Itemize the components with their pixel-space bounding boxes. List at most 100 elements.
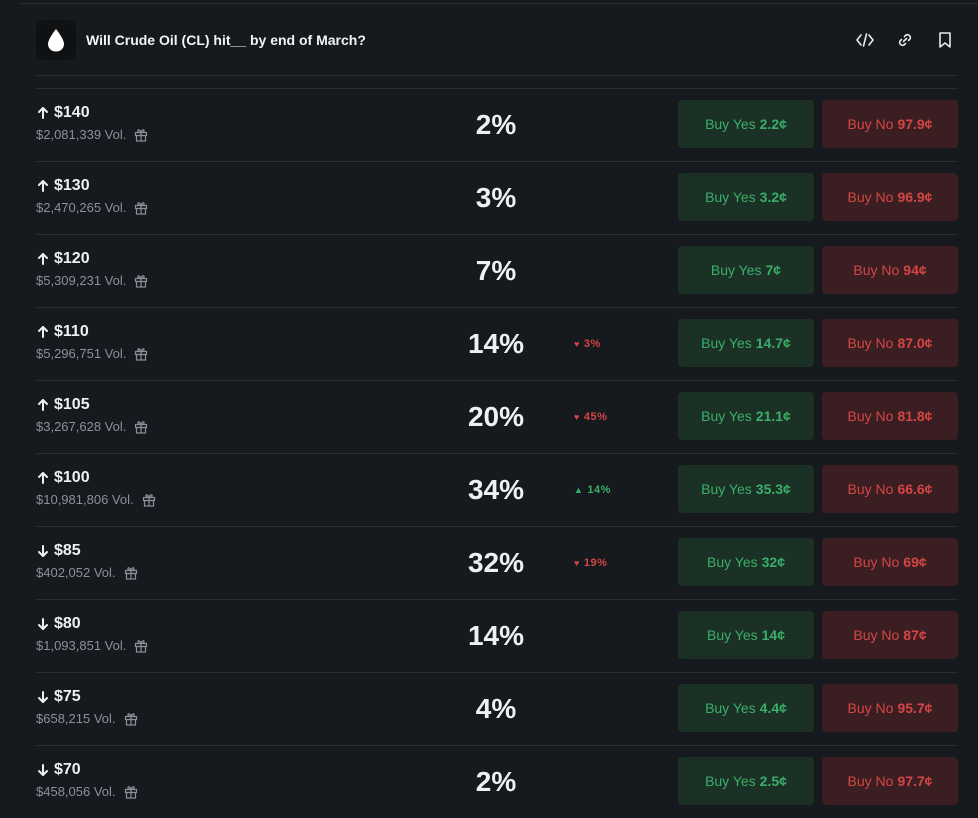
buy-no-button[interactable]: Buy No 94¢ <box>822 246 958 294</box>
outcome-row[interactable]: $130 $2,470,265 Vol. 3% Buy Yes 3.2¢ Buy … <box>36 161 958 234</box>
strike-price: $85 <box>54 542 81 559</box>
buy-no-button[interactable]: Buy No 97.9¢ <box>822 100 958 148</box>
volume-text: $658,215 Vol. <box>36 711 116 726</box>
arrow-up-icon <box>36 398 50 412</box>
buy-yes-price: 14¢ <box>761 627 785 643</box>
embed-code-icon[interactable] <box>856 31 874 49</box>
buy-no-price: 87.0¢ <box>897 335 933 351</box>
gift-icon[interactable] <box>134 201 148 215</box>
buy-no-label: Buy No <box>853 627 900 643</box>
volume-text: $3,267,628 Vol. <box>36 419 127 434</box>
heart-down-icon: ♥ <box>574 339 580 349</box>
gift-icon[interactable] <box>134 128 148 142</box>
buy-no-label: Buy No <box>847 335 894 351</box>
gift-icon[interactable] <box>124 566 138 580</box>
link-icon[interactable] <box>896 31 914 49</box>
gift-icon[interactable] <box>134 347 148 361</box>
outcome-row[interactable]: $70 $458,056 Vol. 2% Buy Yes 2.5¢ Buy No 9… <box>36 745 958 818</box>
volume-text: $2,081,339 Vol. <box>36 127 127 142</box>
gift-icon[interactable] <box>142 493 156 507</box>
buy-yes-label: Buy Yes <box>701 335 752 351</box>
buy-yes-button[interactable]: Buy Yes 35.3¢ <box>678 465 814 513</box>
buy-no-button[interactable]: Buy No 95.7¢ <box>822 684 958 732</box>
buy-no-button[interactable]: Buy No 87¢ <box>822 611 958 659</box>
gift-icon[interactable] <box>134 420 148 434</box>
probability-percent: 2% <box>475 766 517 797</box>
probability: 7% <box>436 253 556 289</box>
buy-yes-price: 35.3¢ <box>755 481 791 497</box>
buy-yes-label: Buy Yes <box>701 481 752 497</box>
change-value: 19% <box>583 557 608 569</box>
outcome-row[interactable]: $75 $658,215 Vol. 4% Buy Yes 4.4¢ Buy No 9… <box>36 672 958 745</box>
probability-percent: 32% <box>467 547 525 578</box>
buy-yes-button[interactable]: Buy Yes 21.1¢ <box>678 392 814 440</box>
strike-label: $130 <box>36 176 148 196</box>
buy-yes-button[interactable]: Buy Yes 2.2¢ <box>678 100 814 148</box>
volume-line: $1,093,851 Vol. <box>36 638 148 653</box>
gift-icon[interactable] <box>124 785 138 799</box>
strike-label: $120 <box>36 249 148 269</box>
buy-yes-price: 2.2¢ <box>759 116 787 132</box>
buy-no-button[interactable]: Buy No 97.7¢ <box>822 757 958 805</box>
volume-line: $3,267,628 Vol. <box>36 419 148 434</box>
strike-label: $85 <box>36 541 138 561</box>
outcome-row[interactable]: $120 $5,309,231 Vol. 7% Buy Yes 7¢ Buy No… <box>36 234 958 307</box>
buy-no-label: Buy No <box>853 554 900 570</box>
buy-no-button[interactable]: Buy No 66.6¢ <box>822 465 958 513</box>
buy-no-label: Buy No <box>847 116 894 132</box>
buy-yes-price: 21.1¢ <box>755 408 791 424</box>
buy-no-label: Buy No <box>847 773 894 789</box>
probability: 34% ▲ 14% <box>436 472 610 508</box>
buy-yes-button[interactable]: Buy Yes 14¢ <box>678 611 814 659</box>
buy-yes-label: Buy Yes <box>705 700 756 716</box>
buy-yes-button[interactable]: Buy Yes 2.5¢ <box>678 757 814 805</box>
buy-yes-price: 3.2¢ <box>759 189 787 205</box>
outcome-row[interactable]: $110 $5,296,751 Vol. 14% ♥ 3% Buy Yes 14.7… <box>36 307 958 380</box>
buy-yes-label: Buy Yes <box>705 773 756 789</box>
volume-line: $5,296,751 Vol. <box>36 346 148 361</box>
arrow-down-icon <box>36 763 50 777</box>
volume-text: $458,056 Vol. <box>36 784 116 799</box>
buy-no-label: Buy No <box>847 408 894 424</box>
outcome-row[interactable]: $105 $3,267,628 Vol. 20% ♥ 45% Buy Yes 21.… <box>36 380 958 453</box>
gift-icon[interactable] <box>134 639 148 653</box>
outcome-list: $140 $2,081,339 Vol. 2% Buy Yes 2.2¢ Buy … <box>36 88 958 818</box>
strike-label: $140 <box>36 103 148 123</box>
outcome-row[interactable]: $100 $10,981,806 Vol. 34% ▲ 14% Buy Yes 35… <box>36 453 958 526</box>
buy-no-button[interactable]: Buy No 81.8¢ <box>822 392 958 440</box>
buy-yes-button[interactable]: Buy Yes 4.4¢ <box>678 684 814 732</box>
volume-text: $402,052 Vol. <box>36 565 116 580</box>
outcome-row[interactable]: $80 $1,093,851 Vol. 14% Buy Yes 14¢ Buy N… <box>36 599 958 672</box>
volume-text: $5,309,231 Vol. <box>36 273 127 288</box>
strike-label: $70 <box>36 760 138 780</box>
buy-yes-button[interactable]: Buy Yes 7¢ <box>678 246 814 294</box>
buy-no-button[interactable]: Buy No 96.9¢ <box>822 173 958 221</box>
buy-no-button[interactable]: Buy No 69¢ <box>822 538 958 586</box>
buy-no-label: Buy No <box>847 189 894 205</box>
buy-no-button[interactable]: Buy No 87.0¢ <box>822 319 958 367</box>
buy-no-price: 97.9¢ <box>897 116 933 132</box>
buy-no-price: 87¢ <box>903 627 927 643</box>
buy-yes-label: Buy Yes <box>707 627 758 643</box>
buy-yes-button[interactable]: Buy Yes 32¢ <box>678 538 814 586</box>
outcome-row[interactable]: $140 $2,081,339 Vol. 2% Buy Yes 2.2¢ Buy … <box>36 88 958 161</box>
buy-no-price: 94¢ <box>903 262 927 278</box>
probability: 32% ♥ 19% <box>436 545 607 581</box>
market-header: Will Crude Oil (CL) hit__ by end of Marc… <box>36 20 958 60</box>
gift-icon[interactable] <box>124 712 138 726</box>
buy-yes-button[interactable]: Buy Yes 3.2¢ <box>678 173 814 221</box>
probability-percent: 7% <box>475 255 517 286</box>
gift-icon[interactable] <box>134 274 148 288</box>
buy-yes-button[interactable]: Buy Yes 14.7¢ <box>678 319 814 367</box>
bookmark-icon[interactable] <box>936 31 954 49</box>
outcome-row[interactable]: $85 $402,052 Vol. 32% ♥ 19% Buy Yes 32¢ Bu… <box>36 526 958 599</box>
strike-label: $75 <box>36 687 138 707</box>
price-change-down: ♥ 45% <box>574 399 607 435</box>
probability: 4% <box>436 691 556 727</box>
change-value: 45% <box>583 411 608 423</box>
strike-price: $105 <box>54 396 90 413</box>
heart-down-icon: ♥ <box>574 412 580 422</box>
probability: 14% <box>436 618 556 654</box>
arrow-up-icon <box>36 471 50 485</box>
volume-text: $10,981,806 Vol. <box>36 492 134 507</box>
